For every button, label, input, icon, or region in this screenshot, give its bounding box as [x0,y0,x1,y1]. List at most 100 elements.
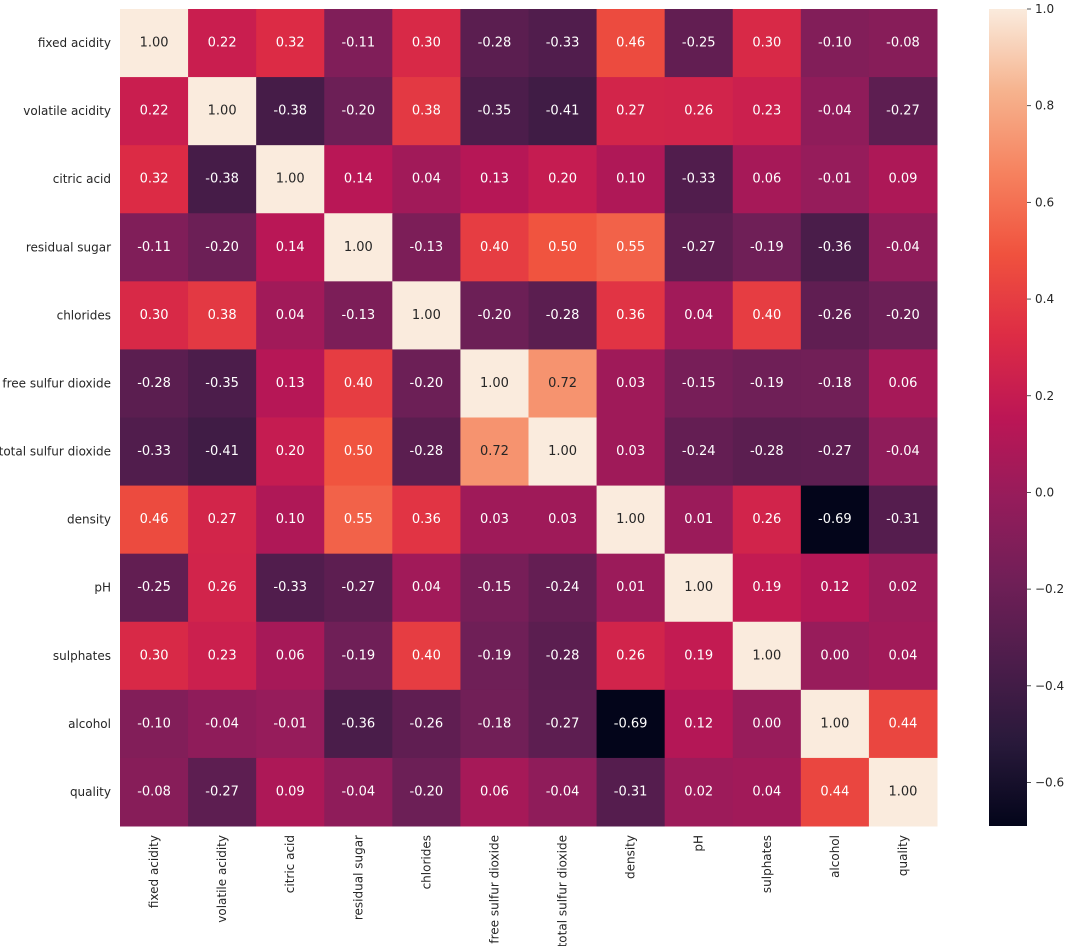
cell-value-label: 0.09 [276,784,305,799]
cell-value-label: 0.27 [616,104,645,119]
cell-value-label: 0.26 [208,580,237,595]
cell-value-label: 0.12 [684,716,713,731]
x-tick-label: citric acid [283,835,297,893]
heatmap-cell [256,689,325,759]
heatmap-cell [596,485,666,555]
heatmap-cell [256,757,325,827]
cell-value-label: -0.28 [546,648,580,663]
cell-value-label: 0.20 [548,172,577,187]
cell-value-label: -0.20 [478,308,512,323]
heatmap-cell [256,621,325,691]
cell-value-label: -0.35 [478,104,512,119]
cell-value-label: 0.04 [412,580,441,595]
heatmap-cell [528,77,598,146]
heatmap-cell [528,281,598,350]
y-tick-label: quality [70,785,111,799]
cell-value-label: -0.38 [273,104,307,119]
heatmap-cell [392,145,461,214]
heatmap-cell [392,621,461,691]
heatmap-cell [528,757,598,827]
cell-value-label: 0.06 [752,172,781,187]
heatmap-cell [256,281,325,350]
cell-value-label: -0.19 [341,648,375,663]
cell-value-label: 0.04 [752,784,781,799]
heatmap-cell [732,213,802,282]
heatmap-cell [664,145,734,214]
cell-value-label: -0.27 [546,716,580,731]
cell-value-label: -0.08 [137,784,171,799]
heatmap-cell [188,485,257,555]
cell-value-label: 0.44 [820,784,849,799]
heatmap-cell [800,145,870,214]
cell-value-label: 0.02 [684,784,713,799]
cell-value-label: -0.38 [205,172,239,187]
cell-value-label: 1.00 [208,104,237,119]
cell-value-label: -0.31 [886,512,920,527]
heatmap-cell [732,281,802,350]
cell-value-label: 0.03 [480,512,509,527]
x-tick-label: total sulfur dioxide [556,835,570,946]
cell-value-label: -0.41 [546,104,580,119]
heatmap-cell [664,621,734,691]
cell-value-label: 0.44 [888,716,917,731]
cell-value-label: 0.14 [344,172,373,187]
heatmap-cell [324,9,393,78]
heatmap-cell [732,9,802,78]
heatmap-cell [528,621,598,691]
cell-value-label: 0.40 [344,376,373,391]
cell-value-label: 0.23 [752,104,781,119]
x-tick-label: density [624,835,638,879]
heatmap-cell [188,553,257,623]
cell-value-label: 0.04 [276,308,305,323]
heatmap-cell [324,417,393,487]
row-labels: fixed acidity volatile acidity citric acid… [0,36,111,799]
colorbar: −0.6 −0.4 −0.2 0.0 0.2 0.4 0.6 0.8 1.0 [989,2,1064,826]
heatmap-cell [460,281,529,350]
y-tick-label: chlorides [57,308,111,322]
heatmap-cell [596,281,666,350]
cell-value-label: 0.72 [480,444,509,459]
cell-value-label: 0.22 [140,104,169,119]
x-tick-label: free sulfur dioxide [487,835,501,944]
cell-value-label: -0.69 [818,512,852,527]
x-tick-label: fixed acidity [147,835,161,908]
heatmap-cell [868,553,938,623]
heatmap-cell [460,417,529,487]
heatmap-cell [392,213,461,282]
y-tick-label: density [67,513,111,527]
heatmap-cell [120,485,189,555]
cell-value-label: 0.30 [752,36,781,51]
heatmap-cell [120,145,189,214]
cell-value-label: -0.33 [137,444,171,459]
heatmap-cell [800,553,870,623]
cell-value-label: 0.50 [548,240,577,255]
cell-value-label: 0.32 [140,172,169,187]
x-tick-label: alcohol [828,835,842,878]
heatmap-cell [120,689,189,759]
cell-value-label: 0.32 [276,36,305,51]
cell-value-label: 1.00 [752,648,781,663]
cell-value-label: 0.13 [276,376,305,391]
heatmap-cell [868,349,938,418]
heatmap-cell [460,9,529,78]
cell-value-label: 0.55 [616,240,645,255]
heatmap-cell [596,9,666,78]
cell-value-label: 0.10 [276,512,305,527]
heatmap-cell [120,349,189,418]
colorbar-tick-label: 1.0 [1035,2,1054,16]
heatmap-cell [460,349,529,418]
heatmap-cell [732,553,802,623]
cell-value-label: 1.00 [820,716,849,731]
cell-value-label: 0.30 [412,36,441,51]
cell-value-label: -0.27 [205,784,239,799]
cell-value-label: -0.04 [205,716,239,731]
heatmap-cell [800,349,870,418]
cell-value-label: -0.41 [205,444,239,459]
cell-value-label: -0.33 [546,36,580,51]
x-tick-label: chlorides [419,835,433,889]
heatmap-cell [256,417,325,487]
heatmap-cell [188,757,257,827]
cell-value-label: -0.13 [410,240,444,255]
colorbar-gradient [989,9,1027,826]
cell-value-label: -0.18 [818,376,852,391]
